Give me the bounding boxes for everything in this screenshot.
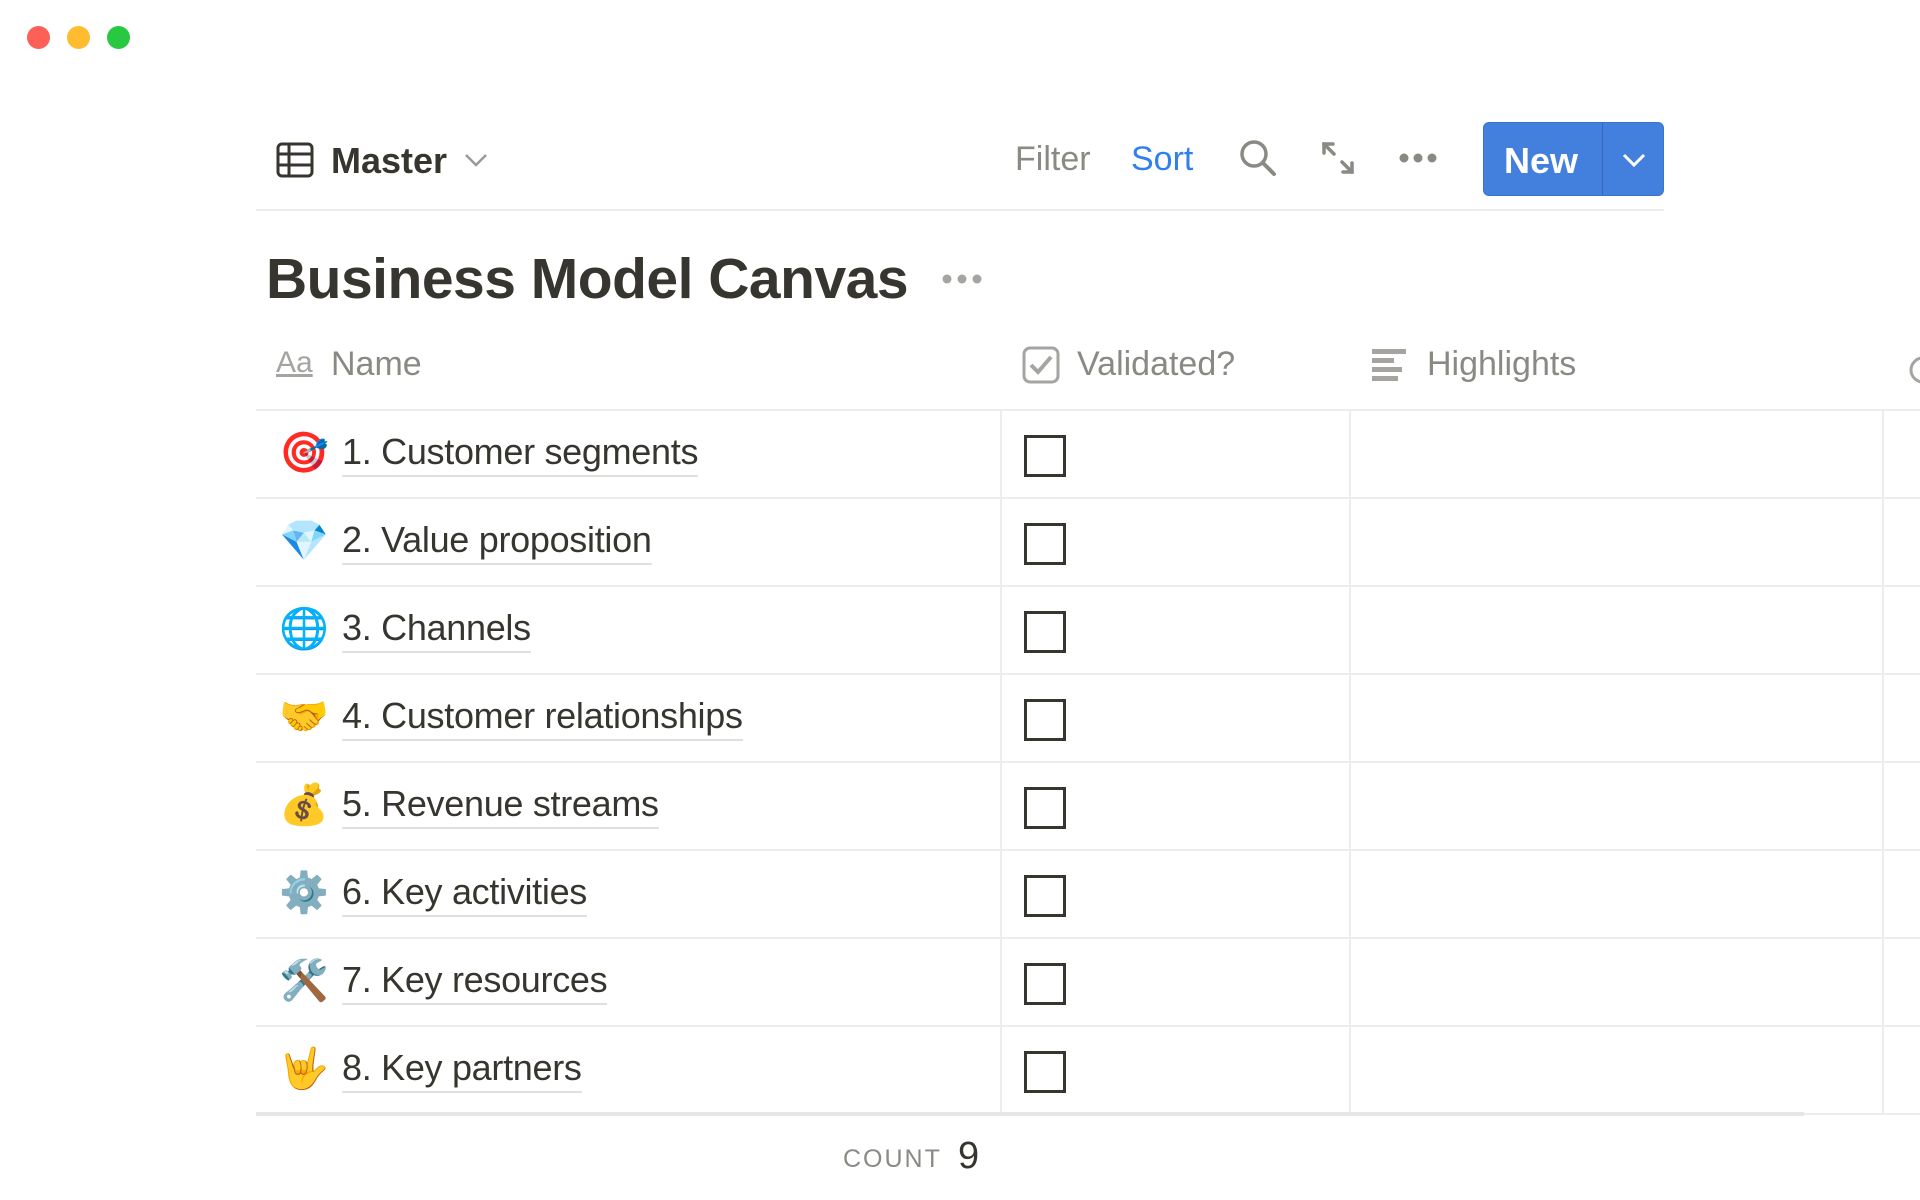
table-bottom-border	[256, 1112, 1804, 1116]
button-separator	[1602, 123, 1603, 195]
zoom-button[interactable]	[107, 26, 130, 49]
row-emoji-icon: ⚙️	[279, 871, 329, 915]
expand-icon[interactable]	[1320, 140, 1356, 176]
view-name: Master	[331, 140, 448, 181]
sort-button[interactable]: Sort	[1131, 140, 1194, 178]
row-name-link[interactable]: 7. Key resources	[342, 959, 608, 1005]
row-emoji-icon: 🤟	[279, 1047, 329, 1091]
row-emoji-icon: 🎯	[279, 431, 329, 475]
table-row[interactable]: 🤟 8. Key partners	[256, 1027, 1920, 1115]
column-label: Validated?	[1077, 345, 1236, 383]
row-emoji-icon: 🌐	[279, 607, 329, 651]
column-label: Name	[331, 345, 422, 383]
filter-button[interactable]: Filter	[1015, 140, 1091, 178]
table-row[interactable]: ⚙️ 6. Key activities	[256, 851, 1920, 939]
validated-checkbox[interactable]	[1024, 611, 1066, 653]
title-more-icon[interactable]	[942, 273, 982, 285]
table-row[interactable]: 🌐 3. Channels	[256, 587, 1920, 675]
column-divider	[1349, 411, 1351, 1115]
row-name-link[interactable]: 8. Key partners	[342, 1047, 582, 1093]
row-emoji-icon: 💰	[279, 783, 329, 827]
chevron-down-icon	[465, 154, 487, 167]
new-button-group: New	[1483, 122, 1664, 196]
validated-checkbox[interactable]	[1024, 875, 1066, 917]
close-button[interactable]	[27, 26, 50, 49]
table-row[interactable]: 🛠️ 7. Key resources	[256, 939, 1920, 1027]
validated-checkbox[interactable]	[1024, 523, 1066, 565]
validated-checkbox[interactable]	[1024, 963, 1066, 1005]
table-row[interactable]: 🤝 4. Customer relationships	[256, 675, 1920, 763]
database-toolbar: Master Filter Sort New	[256, 120, 1664, 198]
new-button[interactable]: New	[1504, 140, 1579, 181]
checkbox-icon	[1022, 346, 1060, 384]
row-name-link[interactable]: 4. Customer relationships	[342, 695, 743, 741]
validated-checkbox[interactable]	[1024, 699, 1066, 741]
text-lines-icon	[1372, 349, 1406, 381]
add-property-icon[interactable]	[1908, 355, 1920, 385]
toolbar-divider	[256, 209, 1664, 211]
page-title: Business Model Canvas	[266, 247, 909, 311]
validated-checkbox[interactable]	[1024, 435, 1066, 477]
row-name-link[interactable]: 3. Channels	[342, 607, 531, 653]
table-icon	[276, 142, 314, 178]
row-emoji-icon: 💎	[279, 519, 329, 563]
more-options-icon[interactable]	[1399, 152, 1437, 164]
row-name-link[interactable]: 2. Value proposition	[342, 519, 652, 565]
column-divider	[1882, 411, 1884, 1115]
text-aa-icon: Aa	[276, 346, 313, 379]
table-row[interactable]: 🎯 1. Customer segments	[256, 411, 1920, 499]
column-label: Highlights	[1427, 345, 1577, 383]
row-emoji-icon: 🛠️	[279, 959, 329, 1003]
count-label: COUNT	[843, 1145, 942, 1173]
search-icon[interactable]	[1238, 138, 1278, 178]
row-name-link[interactable]: 1. Customer segments	[342, 431, 698, 477]
table-row[interactable]: 💰 5. Revenue streams	[256, 763, 1920, 851]
row-name-link[interactable]: 6. Key activities	[342, 871, 587, 917]
validated-checkbox[interactable]	[1024, 1051, 1066, 1093]
view-selector[interactable]: Master	[276, 138, 496, 182]
minimize-button[interactable]	[67, 26, 90, 49]
count-value: 9	[958, 1135, 980, 1177]
table-row[interactable]: 💎 2. Value proposition	[256, 499, 1920, 587]
validated-checkbox[interactable]	[1024, 787, 1066, 829]
header-divider	[256, 409, 1920, 411]
row-name-link[interactable]: 5. Revenue streams	[342, 783, 659, 829]
row-emoji-icon: 🤝	[279, 695, 329, 739]
column-divider	[1000, 411, 1002, 1115]
new-dropdown-chevron-icon[interactable]	[1621, 152, 1647, 168]
